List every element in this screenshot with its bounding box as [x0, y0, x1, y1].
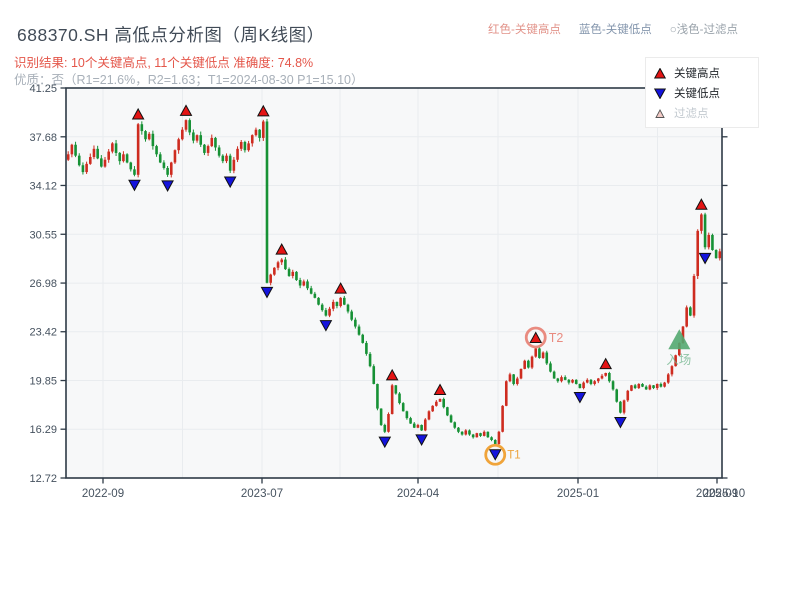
legend-filtered-label: 过滤点 — [674, 108, 709, 120]
legend-item-key-low: 关键低点 — [654, 83, 750, 103]
y-tick-label: 16.29 — [29, 424, 57, 436]
top-legend-red-item: 红色-关键高点 — [488, 24, 561, 36]
entry-marker: 入场 — [666, 329, 691, 367]
x-tick-label: 2025-10 — [703, 488, 745, 500]
legend-item-filtered: 过滤点 — [654, 103, 750, 123]
y-axis-labels: 41.25 37.68 34.12 30.55 26.98 23.42 19.85 16.29… — [29, 83, 57, 485]
top-legend-filtered-item: ○浅色-过滤点 — [669, 24, 738, 36]
x-tick-label: 2025-01 — [557, 488, 599, 500]
svg-text:T1: T1 — [507, 450, 520, 462]
svg-text:T2: T2 — [549, 331, 564, 345]
quality-metrics-text: 优质：否（R1=21.6%，R2=1.63；T1=2024-08-30 P1=1… — [14, 73, 364, 87]
key-point-markers — [128, 104, 712, 461]
x-axis-labels: 2022-09 2023-07 2024-04 2025-01 2025-092025-… — [82, 488, 745, 500]
x-tick-label: 2025-09 — [696, 488, 738, 500]
y-tick-label: 26.98 — [29, 278, 57, 290]
page-title: 688370.SH 高低点分析图（周K线图） — [17, 25, 325, 45]
y-tick-label: 41.25 — [29, 83, 57, 95]
y-tick-label: 12.72 — [29, 473, 57, 485]
y-tick-label: 23.42 — [29, 327, 57, 339]
x-tick-label: 2022-09 — [82, 488, 124, 500]
y-tick-label: 37.68 — [29, 132, 57, 144]
y-tick-label: 19.85 — [29, 376, 57, 388]
recognition-result-text: 识别结果: 10个关键高点, 11个关键低点 准确度: 74.8% — [14, 56, 314, 70]
trade-annotations: T1 T2 — [484, 326, 564, 466]
x-tick-label: 2024-04 — [397, 488, 440, 500]
top-legend: 红色-关键高点 蓝色-关键低点 ○浅色-过滤点 — [488, 21, 738, 37]
legend-key-low-label: 关键低点 — [674, 88, 720, 100]
y-tick-label: 34.12 — [29, 180, 57, 192]
triangle-up-icon — [654, 67, 666, 78]
top-legend-blue-item: 蓝色-关键低点 — [578, 24, 652, 36]
triangle-down-icon — [654, 88, 666, 99]
legend-item-key-high: 关键高点 — [654, 63, 750, 83]
y-tick-label: 30.55 — [29, 229, 57, 241]
axes — [60, 87, 728, 484]
candles — [66, 118, 722, 446]
chart-legend: 关键高点 关键低点 过滤点 — [645, 57, 759, 128]
legend-key-high-label: 关键高点 — [674, 68, 720, 80]
triangle-hollow-icon — [655, 108, 665, 118]
svg-text:入场: 入场 — [666, 353, 691, 367]
x-tick-label: 2023-07 — [241, 488, 283, 500]
